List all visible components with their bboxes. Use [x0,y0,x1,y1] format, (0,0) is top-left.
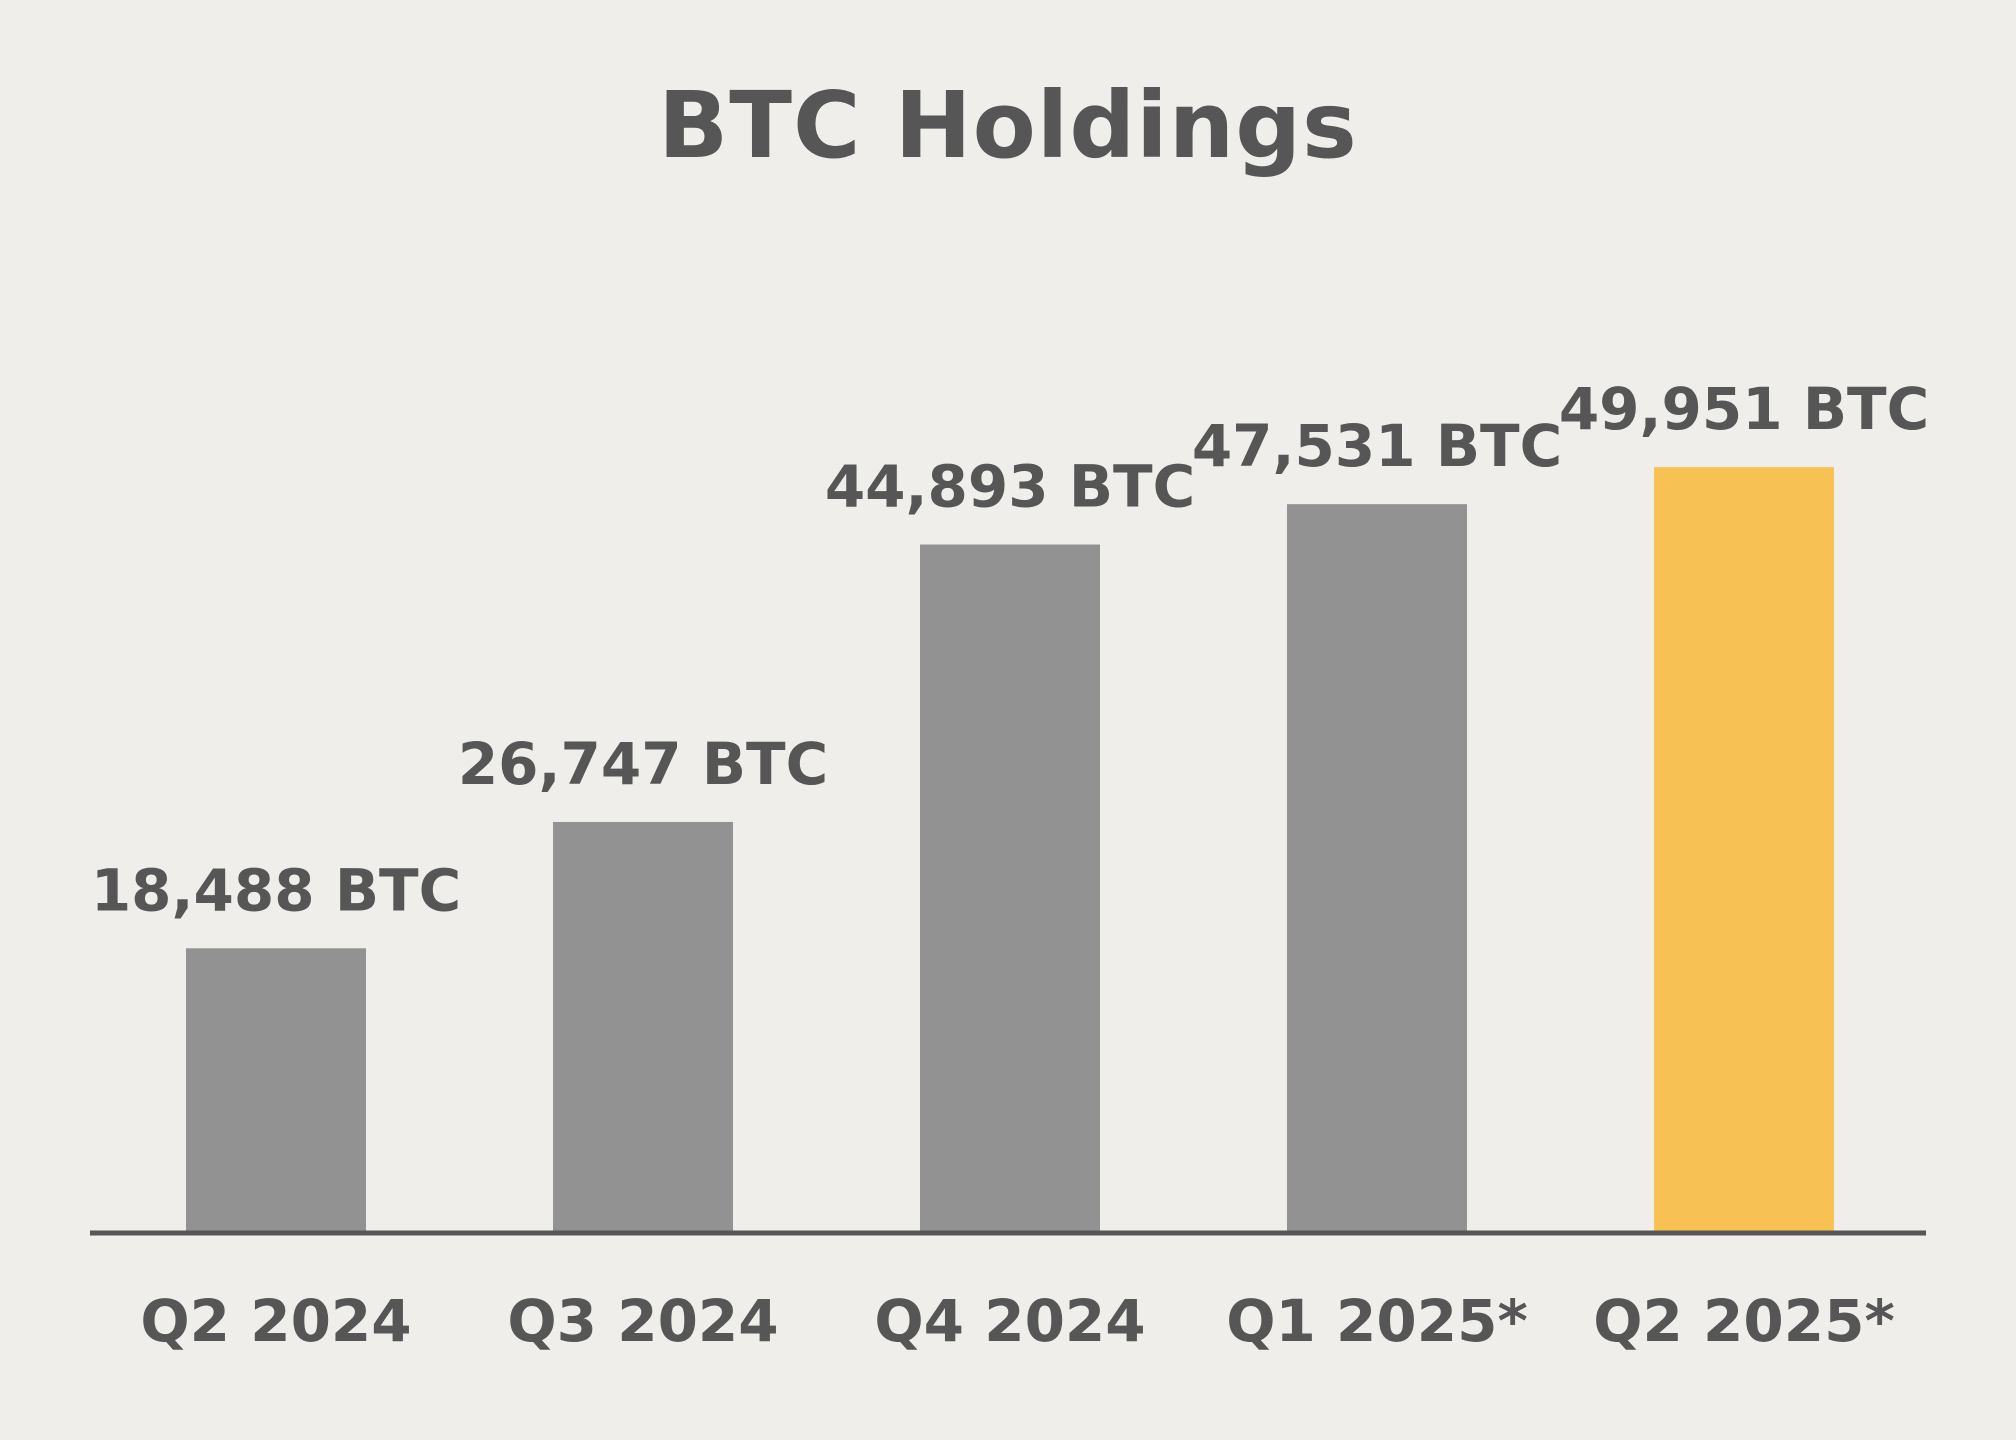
bar-q2-2025 [1654,467,1834,1231]
x-tick-label: Q2 2025* [1593,1287,1895,1355]
chart-title: BTC Holdings [658,72,1358,179]
bar-q3-2024 [553,821,733,1231]
x-tick-label: Q1 2025* [1226,1287,1528,1355]
x-tick-label: Q3 2024 [507,1287,778,1355]
bars-group [186,467,1834,1231]
bar-value-label: 18,488 BTC [91,856,461,924]
bar-q2-2024 [186,948,366,1231]
bar-value-label: 47,531 BTC [1192,412,1562,480]
bar-value-label: 49,951 BTC [1559,375,1929,443]
x-tick-label: Q2 2024 [140,1287,411,1355]
bar-q1-2025 [1287,504,1467,1231]
bar-value-label: 44,893 BTC [825,452,1195,520]
x-tick-label: Q4 2024 [874,1287,1145,1355]
category-labels-group: Q2 2024 Q3 2024 Q4 2024 Q1 2025* Q2 2025* [140,1287,1894,1355]
bar-q4-2024 [920,544,1100,1231]
bar-value-label: 26,747 BTC [458,730,828,798]
